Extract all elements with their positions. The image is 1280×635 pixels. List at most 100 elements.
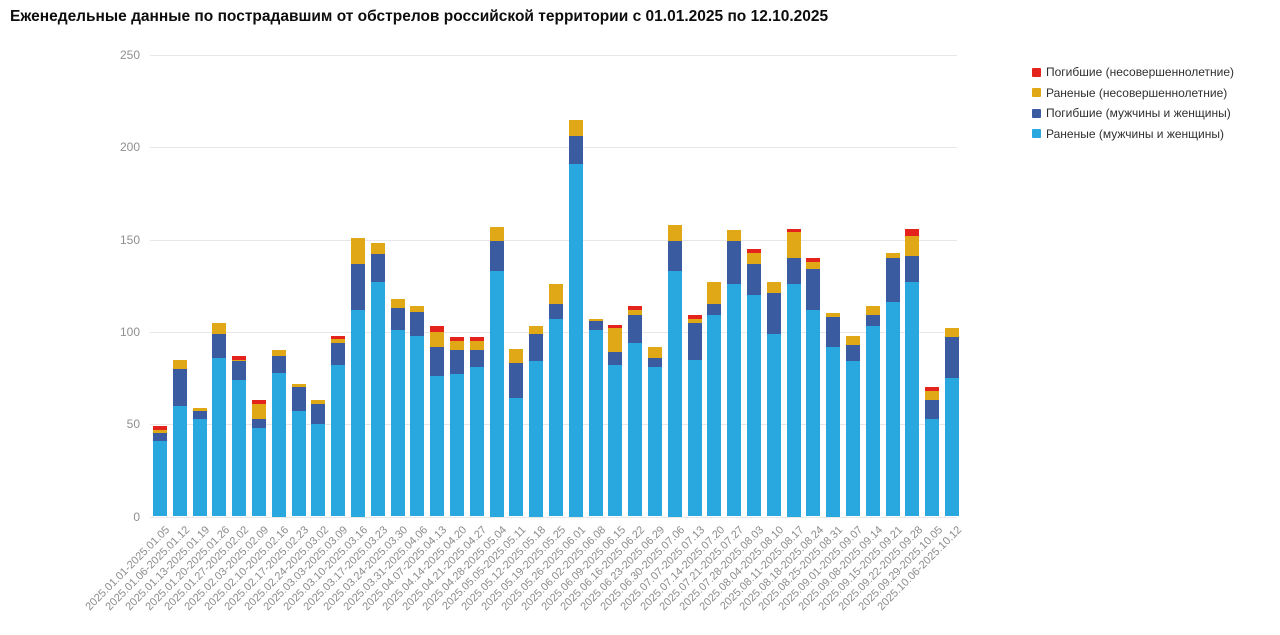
bar-segment-Раненые (мужчины и женщины) [291, 411, 306, 517]
bar-week-2025.06.30-2025.07.06[interactable] [667, 224, 682, 517]
legend: Погибшие (несовершеннолетние) Раненые (не… [1032, 62, 1234, 144]
bar-segment-Погибшие (несовершеннолетние) [232, 355, 247, 360]
bar-segment-Раненые (несовершеннолетние) [806, 261, 821, 270]
bar-segment-Погибшие (мужчины и женщины) [806, 269, 821, 310]
bar-week-2025.09.22-2025.09.28[interactable] [905, 228, 920, 517]
bar-segment-Погибшие (мужчины и женщины) [568, 136, 583, 164]
bar-segment-Погибшие (мужчины и женщины) [212, 333, 227, 358]
bar-week-2025.07.28-2025.08.03[interactable] [747, 248, 762, 517]
bar-week-2025.03.17-2025.03.23[interactable] [370, 243, 385, 517]
y-tick-label-50: 50 [126, 417, 140, 432]
bar-segment-Погибшие (мужчины и женщины) [687, 322, 702, 360]
bar-segment-Раненые (несовершеннолетние) [826, 313, 841, 318]
bar-week-2025.07.21-2025.07.27[interactable] [727, 230, 742, 517]
bar-week-2025.04.21-2025.04.27[interactable] [469, 337, 484, 517]
bar-week-2025.05.26-2025.06.01[interactable] [568, 119, 583, 517]
bar-week-2025.01.01-2025.01.05[interactable] [152, 426, 167, 517]
bar-week-2025.03.03-2025.03.09[interactable] [331, 335, 346, 517]
bar-week-2025.08.25-2025.08.31[interactable] [826, 313, 841, 517]
chart-title: Еженедельные данные по пострадавшим от о… [10, 8, 829, 25]
bar-week-2025.04.14-2025.04.20[interactable] [449, 337, 464, 517]
gridline-150 [150, 239, 957, 241]
bar-segment-Раненые (несовершеннолетние) [311, 400, 326, 404]
y-tick-label-100: 100 [119, 324, 140, 339]
bar-week-2025.08.18-2025.08.24[interactable] [806, 258, 821, 517]
bar-segment-Раненые (мужчины и женщины) [410, 335, 425, 517]
bar-segment-Раненые (мужчины и женщины) [885, 302, 900, 517]
bar-segment-Раненые (несовершеннолетние) [331, 339, 346, 343]
bar-segment-Раненые (мужчины и женщины) [390, 330, 405, 517]
legend-swatch-dead_minors [1032, 67, 1041, 77]
legend-item-dead_minors[interactable]: Погибшие (несовершеннолетние) [1032, 62, 1234, 83]
bar-week-2025.01.27-2025.02.02[interactable] [232, 355, 247, 517]
bar-week-2025.07.07-2025.07.13[interactable] [687, 315, 702, 517]
bar-segment-Раненые (несовершеннолетние) [232, 359, 247, 362]
legend-label-dead_minors: Погибшие (несовершеннолетние) [1046, 65, 1235, 80]
bar-week-2025.03.31-2025.04.06[interactable] [410, 306, 425, 517]
bar-segment-Раненые (мужчины и женщины) [549, 318, 563, 517]
bar-week-2025.01.06-2025.01.12[interactable] [172, 359, 187, 517]
bar-week-2025.02.17-2025.02.23[interactable] [291, 383, 306, 517]
bar-week-2025.08.11-2025.08.17[interactable] [786, 228, 801, 517]
bar-segment-Погибшие (мужчины и женщины) [291, 387, 306, 412]
bar-segment-Погибшие (мужчины и женщины) [549, 304, 563, 319]
bar-week-2025.05.19-2025.05.25[interactable] [549, 283, 563, 517]
legend-label-wounded_adults: Раненые (мужчины и женщины) [1046, 126, 1224, 141]
bar-segment-Погибшие (мужчины и женщины) [766, 293, 781, 334]
bar-segment-Раненые (несовершеннолетние) [509, 348, 524, 364]
bar-segment-Погибшие (мужчины и женщины) [430, 346, 445, 377]
bar-segment-Раненые (несовершеннолетние) [608, 328, 623, 353]
bar-week-2025.05.05-2025.05.11[interactable] [509, 348, 524, 517]
bar-segment-Погибшие (мужчины и женщины) [152, 433, 167, 441]
bar-week-2025.02.03-2025.02.09[interactable] [251, 400, 266, 517]
bar-week-2025.01.13-2025.01.19[interactable] [192, 407, 207, 517]
bar-week-2025.07.14-2025.07.20[interactable] [707, 282, 722, 517]
bar-segment-Раненые (мужчины и женщины) [251, 427, 266, 517]
bar-segment-Раненые (несовершеннолетние) [350, 237, 365, 264]
bar-week-2025.06.23-2025.06.29[interactable] [648, 346, 663, 517]
bar-week-2025.09.29-2025.10.05[interactable] [925, 387, 940, 517]
bar-week-2025.09.08-2025.09.14[interactable] [865, 306, 880, 517]
bar-segment-Погибшие (мужчины и женщины) [509, 363, 524, 399]
bar-segment-Погибшие (несовершеннолетние) [786, 228, 801, 233]
bar-week-2025.03.24-2025.03.30[interactable] [390, 298, 405, 517]
bar-segment-Погибшие (мужчины и женщины) [469, 350, 484, 367]
bar-segment-Погибшие (несовершеннолетние) [449, 337, 464, 342]
bar-segment-Раненые (несовершеннолетние) [529, 326, 544, 334]
y-tick-label-150: 150 [119, 232, 140, 247]
bar-segment-Погибшие (мужчины и женщины) [489, 241, 504, 271]
bar-segment-Погибшие (несовершеннолетние) [608, 324, 623, 329]
gridline-250 [150, 55, 957, 56]
bar-segment-Погибшие (несовершеннолетние) [251, 400, 266, 404]
bar-segment-Погибшие (мужчины и женщины) [667, 241, 682, 271]
bar-week-2025.09.01-2025.09.07[interactable] [846, 335, 861, 517]
bar-segment-Погибшие (несовершеннолетние) [628, 306, 643, 310]
bar-week-2025.10.06-2025.10.12[interactable] [945, 328, 960, 517]
bar-segment-Раненые (несовершеннолетние) [588, 318, 603, 321]
bar-segment-Раненые (несовершеннолетние) [271, 350, 286, 356]
bar-segment-Раненые (мужчины и женщины) [806, 309, 821, 517]
bar-week-2025.02.24-2025.03.02[interactable] [311, 400, 326, 517]
bar-segment-Раненые (несовершеннолетние) [786, 232, 801, 259]
bar-week-2025.04.07-2025.04.13[interactable] [430, 326, 445, 517]
bar-segment-Раненые (несовершеннолетние) [192, 407, 207, 412]
bar-week-2025.04.28-2025.05.04[interactable] [489, 226, 504, 517]
bar-segment-Погибшие (мужчины и женщины) [192, 411, 207, 419]
legend-item-dead_adults[interactable]: Погибшие (мужчины и женщины) [1032, 103, 1234, 124]
bar-segment-Погибшие (несовершеннолетние) [905, 228, 920, 236]
bar-week-2025.06.02-2025.06.08[interactable] [588, 318, 603, 517]
legend-item-wounded_adults[interactable]: Раненые (мужчины и женщины) [1032, 124, 1234, 145]
bar-segment-Раненые (мужчины и женщины) [945, 378, 960, 517]
bar-segment-Погибшие (мужчины и женщины) [885, 258, 900, 303]
bar-week-2025.06.09-2025.06.15[interactable] [608, 324, 623, 517]
bar-week-2025.05.12-2025.05.18[interactable] [529, 326, 544, 517]
legend-item-wounded_minors[interactable]: Раненые (несовершеннолетние) [1032, 83, 1234, 104]
bar-week-2025.09.15-2025.09.21[interactable] [885, 252, 900, 517]
bar-week-2025.01.20-2025.01.26[interactable] [212, 322, 227, 517]
bar-segment-Раненые (мужчины и женщины) [489, 270, 504, 517]
bar-week-2025.06.16-2025.06.22[interactable] [628, 306, 643, 517]
legend-swatch-dead_adults [1032, 108, 1041, 118]
bar-week-2025.02.10-2025.02.16[interactable] [271, 350, 286, 517]
bar-week-2025.03.10-2025.03.16[interactable] [350, 237, 365, 517]
bar-week-2025.08.04-2025.08.10[interactable] [766, 282, 781, 517]
